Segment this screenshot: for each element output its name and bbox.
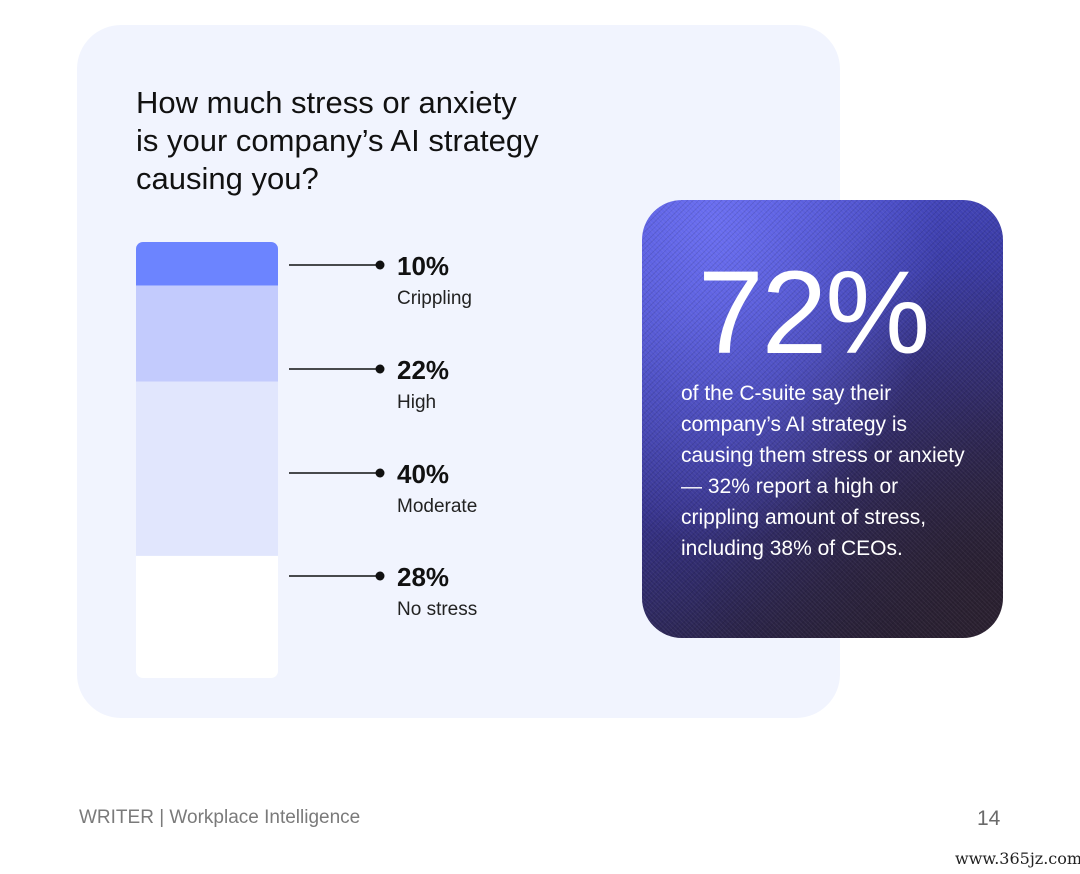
bar-segment-crippling (136, 242, 278, 286)
leader-dot (375, 468, 385, 478)
category-label: Moderate (397, 496, 477, 517)
bar-segment-high (136, 285, 278, 382)
bar-segment-no-stress (136, 555, 278, 678)
page-number: 14 (977, 807, 1001, 830)
category-label: Crippling (397, 288, 472, 309)
value-label: 22% (397, 355, 449, 385)
title-line-2: is your company’s AI strategy (136, 123, 539, 158)
value-label: 40% (397, 459, 449, 489)
watermark: www.365jz.com (955, 849, 1080, 868)
stat-callout: 72% of the C-suite say their company’s A… (642, 200, 1003, 638)
category-label: No stress (397, 599, 477, 620)
value-label: 28% (397, 562, 449, 592)
leader-dot (375, 260, 385, 270)
leader-dot (375, 571, 385, 581)
title-line-1: How much stress or anxiety (136, 85, 517, 120)
callout-text: of the C-suite say their company’s AI st… (681, 382, 965, 560)
footer-source: WRITER | Workplace Intelligence (79, 807, 361, 828)
bar-stack (136, 242, 278, 678)
chart-title: How much stress or anxiety is your compa… (136, 84, 636, 198)
bar-segment-moderate (136, 381, 278, 556)
title-line-3: causing you? (136, 161, 319, 196)
value-label: 10% (397, 251, 449, 281)
leader-dot (375, 364, 385, 374)
callout-big-number: 72% (698, 247, 930, 379)
category-label: High (397, 392, 436, 413)
